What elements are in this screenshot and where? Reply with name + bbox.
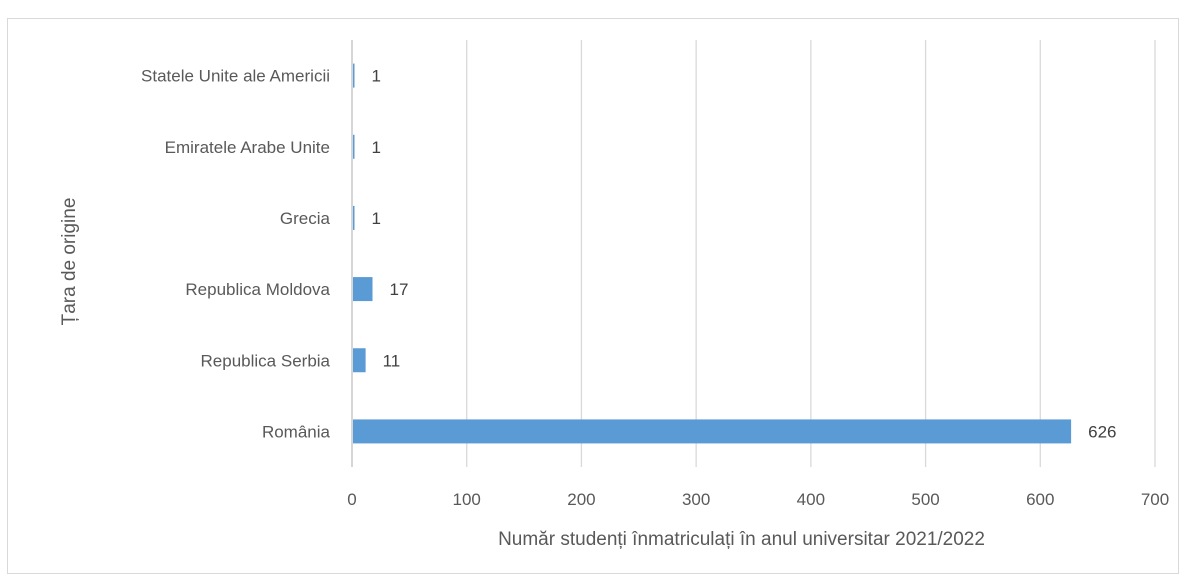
category-label: Republica Moldova: [185, 280, 330, 299]
x-tick-label: 400: [797, 490, 825, 509]
category-label: Statele Unite ale Americii: [141, 67, 330, 86]
category-label: Republica Serbia: [201, 351, 331, 370]
data-label: 17: [390, 280, 409, 299]
category-label: Grecia: [280, 209, 331, 228]
bar: [353, 348, 366, 373]
x-tick-label: 700: [1141, 490, 1169, 509]
category-label: România: [262, 422, 331, 441]
data-label: 1: [372, 67, 381, 86]
chart-frame: [7, 18, 1179, 574]
bar: [353, 419, 1072, 444]
bar: [353, 63, 355, 88]
bar: [353, 134, 355, 159]
bars: [353, 63, 1072, 444]
x-tick-labels: 0 100 200 300 400 500 600 700: [347, 490, 1169, 509]
x-tick-label: 600: [1026, 490, 1054, 509]
x-tick-label: 0: [347, 490, 356, 509]
category-labels: România Republica Serbia Republica Moldova…: [141, 67, 331, 442]
x-tick-label: 500: [911, 490, 939, 509]
x-tick-label: 200: [567, 490, 595, 509]
category-label: Emiratele Arabe Unite: [165, 138, 330, 157]
data-label: 11: [383, 351, 401, 370]
bar: [353, 205, 355, 230]
data-label: 1: [372, 209, 381, 228]
gridlines: [466, 40, 1156, 467]
x-axis-title: Număr studenți înmatriculați în anul uni…: [498, 529, 985, 550]
x-tick-label: 300: [682, 490, 710, 509]
x-tick-label: 100: [453, 490, 481, 509]
data-label: 1: [372, 138, 381, 157]
y-axis-title: Țara de origine: [59, 198, 80, 326]
data-label: 626: [1088, 422, 1116, 441]
bar: [353, 277, 373, 302]
